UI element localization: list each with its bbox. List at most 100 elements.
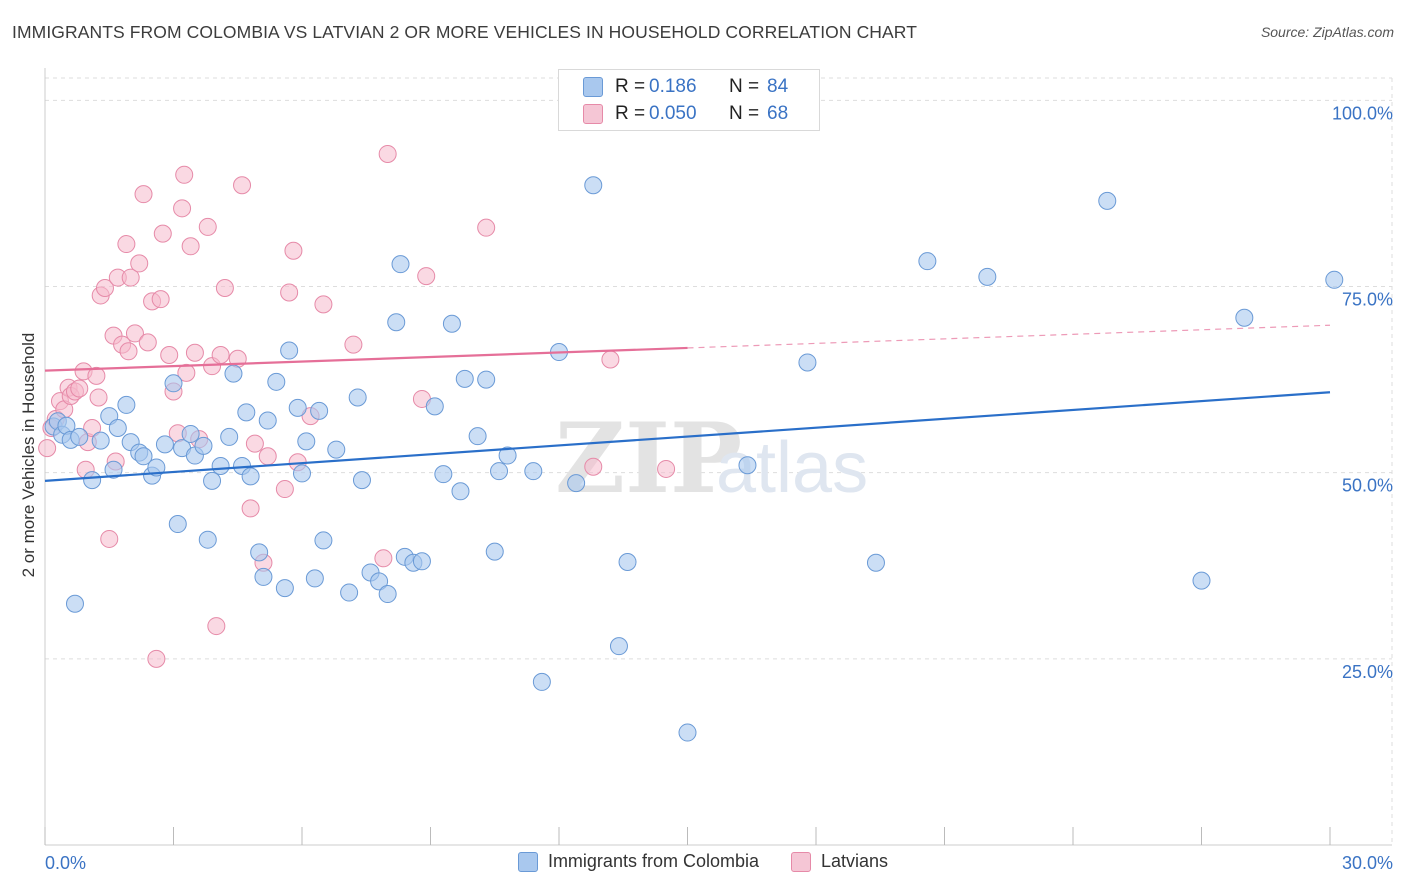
latvians-point (83, 418, 102, 437)
legend-row-latvians: R = 0.050 N = 68 (583, 103, 788, 125)
colombia-point (104, 460, 123, 479)
colombia-point (327, 440, 346, 459)
tick-labels: 25.0% 50.0% 75.0% 100.0% 0.0% 30.0% (45, 103, 1393, 873)
latvians-point (173, 199, 192, 218)
colombia-point (65, 594, 84, 613)
colombia-point (211, 456, 230, 475)
colombia-point (275, 579, 294, 598)
colombia-point (352, 471, 371, 490)
latvians-point (117, 235, 136, 254)
y-tick-label: 100.0% (1332, 103, 1393, 123)
legend-row-colombia: R = 0.186 N = 84 (583, 76, 788, 98)
colombia-point (340, 583, 359, 602)
colombia-point (477, 370, 496, 389)
latvians-point (374, 549, 393, 568)
colombia-point (258, 411, 277, 430)
colombia-point (254, 567, 273, 586)
latvians-point (151, 290, 170, 309)
latvians-point (211, 346, 230, 365)
colombia-point (412, 552, 431, 571)
latvians-point (134, 185, 153, 204)
colombia-point (220, 427, 239, 446)
colombia-point (370, 572, 389, 591)
x-tick-label: 30.0% (1342, 853, 1393, 873)
colombia-point (584, 176, 603, 195)
colombia-point (297, 432, 316, 451)
latvians-point (160, 346, 179, 365)
colombia-point (224, 364, 243, 383)
latvians-point (121, 268, 140, 287)
colombia-point (485, 542, 504, 561)
colombia-point (678, 723, 697, 742)
latvians-point (241, 499, 260, 518)
latvians-point (584, 457, 603, 476)
latvians-point (198, 217, 217, 236)
latvians-point (245, 434, 264, 453)
colombia-point (451, 482, 470, 501)
legend-n-label: N = (729, 103, 760, 124)
colombia-point (70, 427, 89, 446)
colombia-point (455, 369, 474, 388)
latvians-point (215, 278, 234, 297)
watermark-atlas: atlas (716, 428, 868, 508)
colombia-point (134, 447, 153, 466)
source-credit: Source: ZipAtlas.com (1260, 24, 1394, 40)
watermark-zip: ZIP (555, 402, 742, 515)
x-tick-label: 0.0% (45, 853, 86, 873)
colombia-point (198, 530, 217, 549)
colombia-point (1098, 191, 1117, 210)
legend-swatch-latvians (791, 851, 811, 872)
legend-r-value: 0.186 (649, 76, 697, 97)
latvians-point (233, 176, 252, 195)
legend-n-label: N = (729, 76, 760, 97)
legend-n-value: 68 (767, 103, 789, 124)
y-tick-label: 50.0% (1342, 476, 1393, 496)
colombia-point (181, 424, 200, 443)
colombia-point (241, 467, 260, 486)
colombia-point (1192, 571, 1211, 590)
latvians-point (207, 617, 226, 636)
colombia-point (618, 553, 637, 572)
latvians-points (38, 144, 676, 668)
colombia-point (288, 398, 307, 417)
colombia-point (310, 401, 329, 420)
colombia-point (305, 569, 324, 588)
series-legend: Immigrants from Colombia Latvians (0, 851, 1406, 872)
y-axis-label: 2 or more Vehicles in Household (19, 333, 38, 578)
colombia-point (468, 427, 487, 446)
colombia-point (267, 372, 286, 391)
colombia-point (293, 464, 311, 483)
latvians-point (314, 295, 333, 314)
colombia-point (1235, 308, 1254, 327)
colombia-point (524, 462, 543, 481)
correlation-legend: R = 0.186 N = 84 R = 0.050 N = 68 (558, 69, 820, 131)
colombia-point (434, 465, 453, 484)
colombia-point (108, 418, 127, 437)
colombia-point (164, 374, 183, 393)
colombia-point (866, 553, 885, 572)
latvians-point (95, 278, 114, 297)
colombia-point (425, 397, 444, 416)
legend-item-colombia: Immigrants from Colombia (517, 851, 759, 872)
legend-item-latvians: Latvians (791, 851, 888, 872)
colombia-point (490, 462, 509, 481)
colombia-point (203, 471, 222, 490)
latvians-point (185, 343, 204, 362)
legend-swatch-colombia (517, 851, 538, 872)
latvians-point (181, 237, 200, 256)
legend-swatch-latvians (583, 104, 603, 124)
latvians-point (153, 224, 172, 243)
latvians-point (657, 459, 676, 478)
colombia-point (1325, 270, 1344, 289)
latvians-point (130, 254, 149, 273)
colombia-point (918, 252, 937, 271)
latvians-point (87, 366, 106, 385)
colombia-point (387, 313, 406, 332)
latvians-point (280, 283, 299, 302)
watermark: ZIP atlas (555, 402, 868, 515)
latvians-point (175, 165, 194, 184)
latvians-point (177, 363, 196, 382)
colombia-points (44, 176, 1344, 742)
colombia-point (391, 255, 410, 274)
